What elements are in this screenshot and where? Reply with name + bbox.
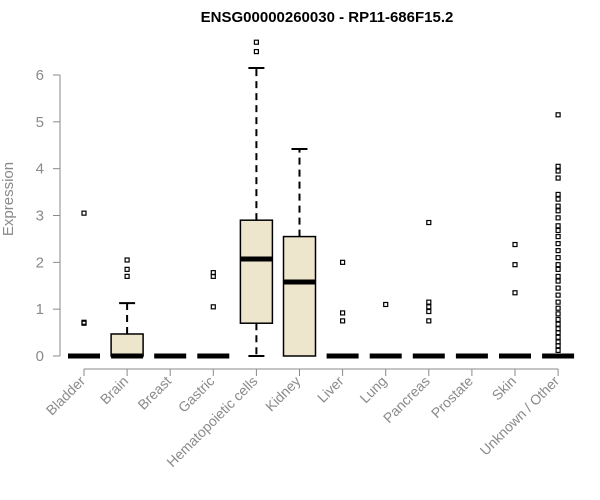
box-brain (110, 257, 144, 359)
x-tick-label: Kidney (262, 373, 304, 415)
outlier-point (555, 326, 561, 332)
x-tick-label: Skin (489, 373, 520, 404)
outlier-point (426, 318, 432, 324)
outlier-point (426, 299, 432, 305)
outlier-point (555, 227, 561, 234)
outlier-point (555, 266, 561, 272)
outlier-point (555, 191, 561, 198)
outlier-point (555, 203, 561, 209)
outlier-point (383, 301, 389, 308)
outlier-point (555, 339, 561, 345)
outlier-point (555, 163, 561, 169)
outlier-point (512, 262, 518, 268)
x-tick-label: Pancreas (380, 373, 433, 426)
y-ticks: 0 1 2 3 4 5 6 (36, 67, 60, 365)
y-tick-label: 0 (36, 348, 44, 365)
outlier-point (426, 304, 432, 310)
y-tick-label: 2 (36, 254, 44, 271)
x-tick-label: Unknown / Other (477, 373, 563, 459)
box-liver (326, 259, 359, 359)
outlier-point (124, 266, 130, 272)
outlier-point (124, 257, 130, 263)
y-tick-label: 4 (36, 161, 44, 178)
outlier-point (81, 319, 87, 325)
outlier-point (512, 241, 518, 248)
outlier-point (555, 347, 561, 353)
outlier-point (555, 112, 561, 118)
box-gastric (197, 270, 230, 359)
y-tick-label: 3 (36, 208, 44, 225)
outlier-point (555, 248, 561, 254)
outlier-point (426, 308, 432, 315)
y-tick-label: 1 (36, 301, 44, 318)
outlier-point (340, 318, 346, 324)
outlier-point (210, 270, 216, 276)
outlier-point (81, 210, 87, 216)
box-iqr (110, 333, 144, 357)
outlier-point (555, 168, 561, 174)
y-axis-label: Expression (0, 162, 17, 236)
outlier-point (555, 196, 561, 202)
y-tick-label: 5 (36, 114, 44, 131)
chart-title: ENSG00000260030 - RP11-686F15.2 (201, 9, 454, 26)
outlier-point (555, 273, 561, 279)
outlier-point (555, 215, 561, 221)
box-unknown-other (542, 112, 575, 359)
outlier-point (555, 241, 561, 247)
x-tick-label: Breast (134, 373, 174, 413)
boxes (68, 39, 575, 359)
outlier-point (340, 259, 346, 265)
x-tick-label: Liver (314, 373, 347, 406)
outlier-point (555, 334, 561, 340)
box-hematopoietic-cells (239, 39, 274, 357)
box-iqr (282, 235, 317, 357)
outlier-point (555, 292, 561, 298)
box-pancreas (412, 219, 445, 359)
outlier-point (555, 208, 561, 214)
outlier-point (555, 321, 561, 327)
box-iqr (239, 219, 274, 324)
outlier-point (555, 255, 561, 261)
outlier-point (555, 233, 561, 240)
outlier-point (253, 39, 259, 45)
x-tick-label: Gastric (175, 373, 218, 416)
outlier-point (555, 305, 561, 311)
x-tick-label: Brain (97, 373, 131, 407)
y-tick-label: 6 (36, 67, 44, 84)
outlier-point (555, 175, 561, 181)
outlier-point (555, 316, 561, 323)
outlier-point (253, 48, 259, 55)
outlier-point (512, 290, 518, 296)
outlier-point (124, 273, 130, 279)
box-skin (499, 241, 531, 359)
outlier-point (426, 219, 432, 226)
x-tick-label: Bladder (43, 373, 89, 419)
outlier-point (555, 278, 561, 284)
box-lung (369, 301, 402, 359)
outlier-point (555, 285, 561, 291)
box-bladder (68, 210, 100, 359)
outlier-point (340, 310, 346, 316)
x-tick-label: Lung (356, 373, 389, 406)
outlier-point (555, 262, 561, 268)
outlier-point (555, 311, 561, 317)
box-kidney (282, 147, 317, 357)
outlier-point (210, 304, 216, 310)
outlier-point (555, 223, 561, 229)
outlier-point (555, 299, 561, 305)
x-tick-label: Prostate (428, 373, 476, 421)
